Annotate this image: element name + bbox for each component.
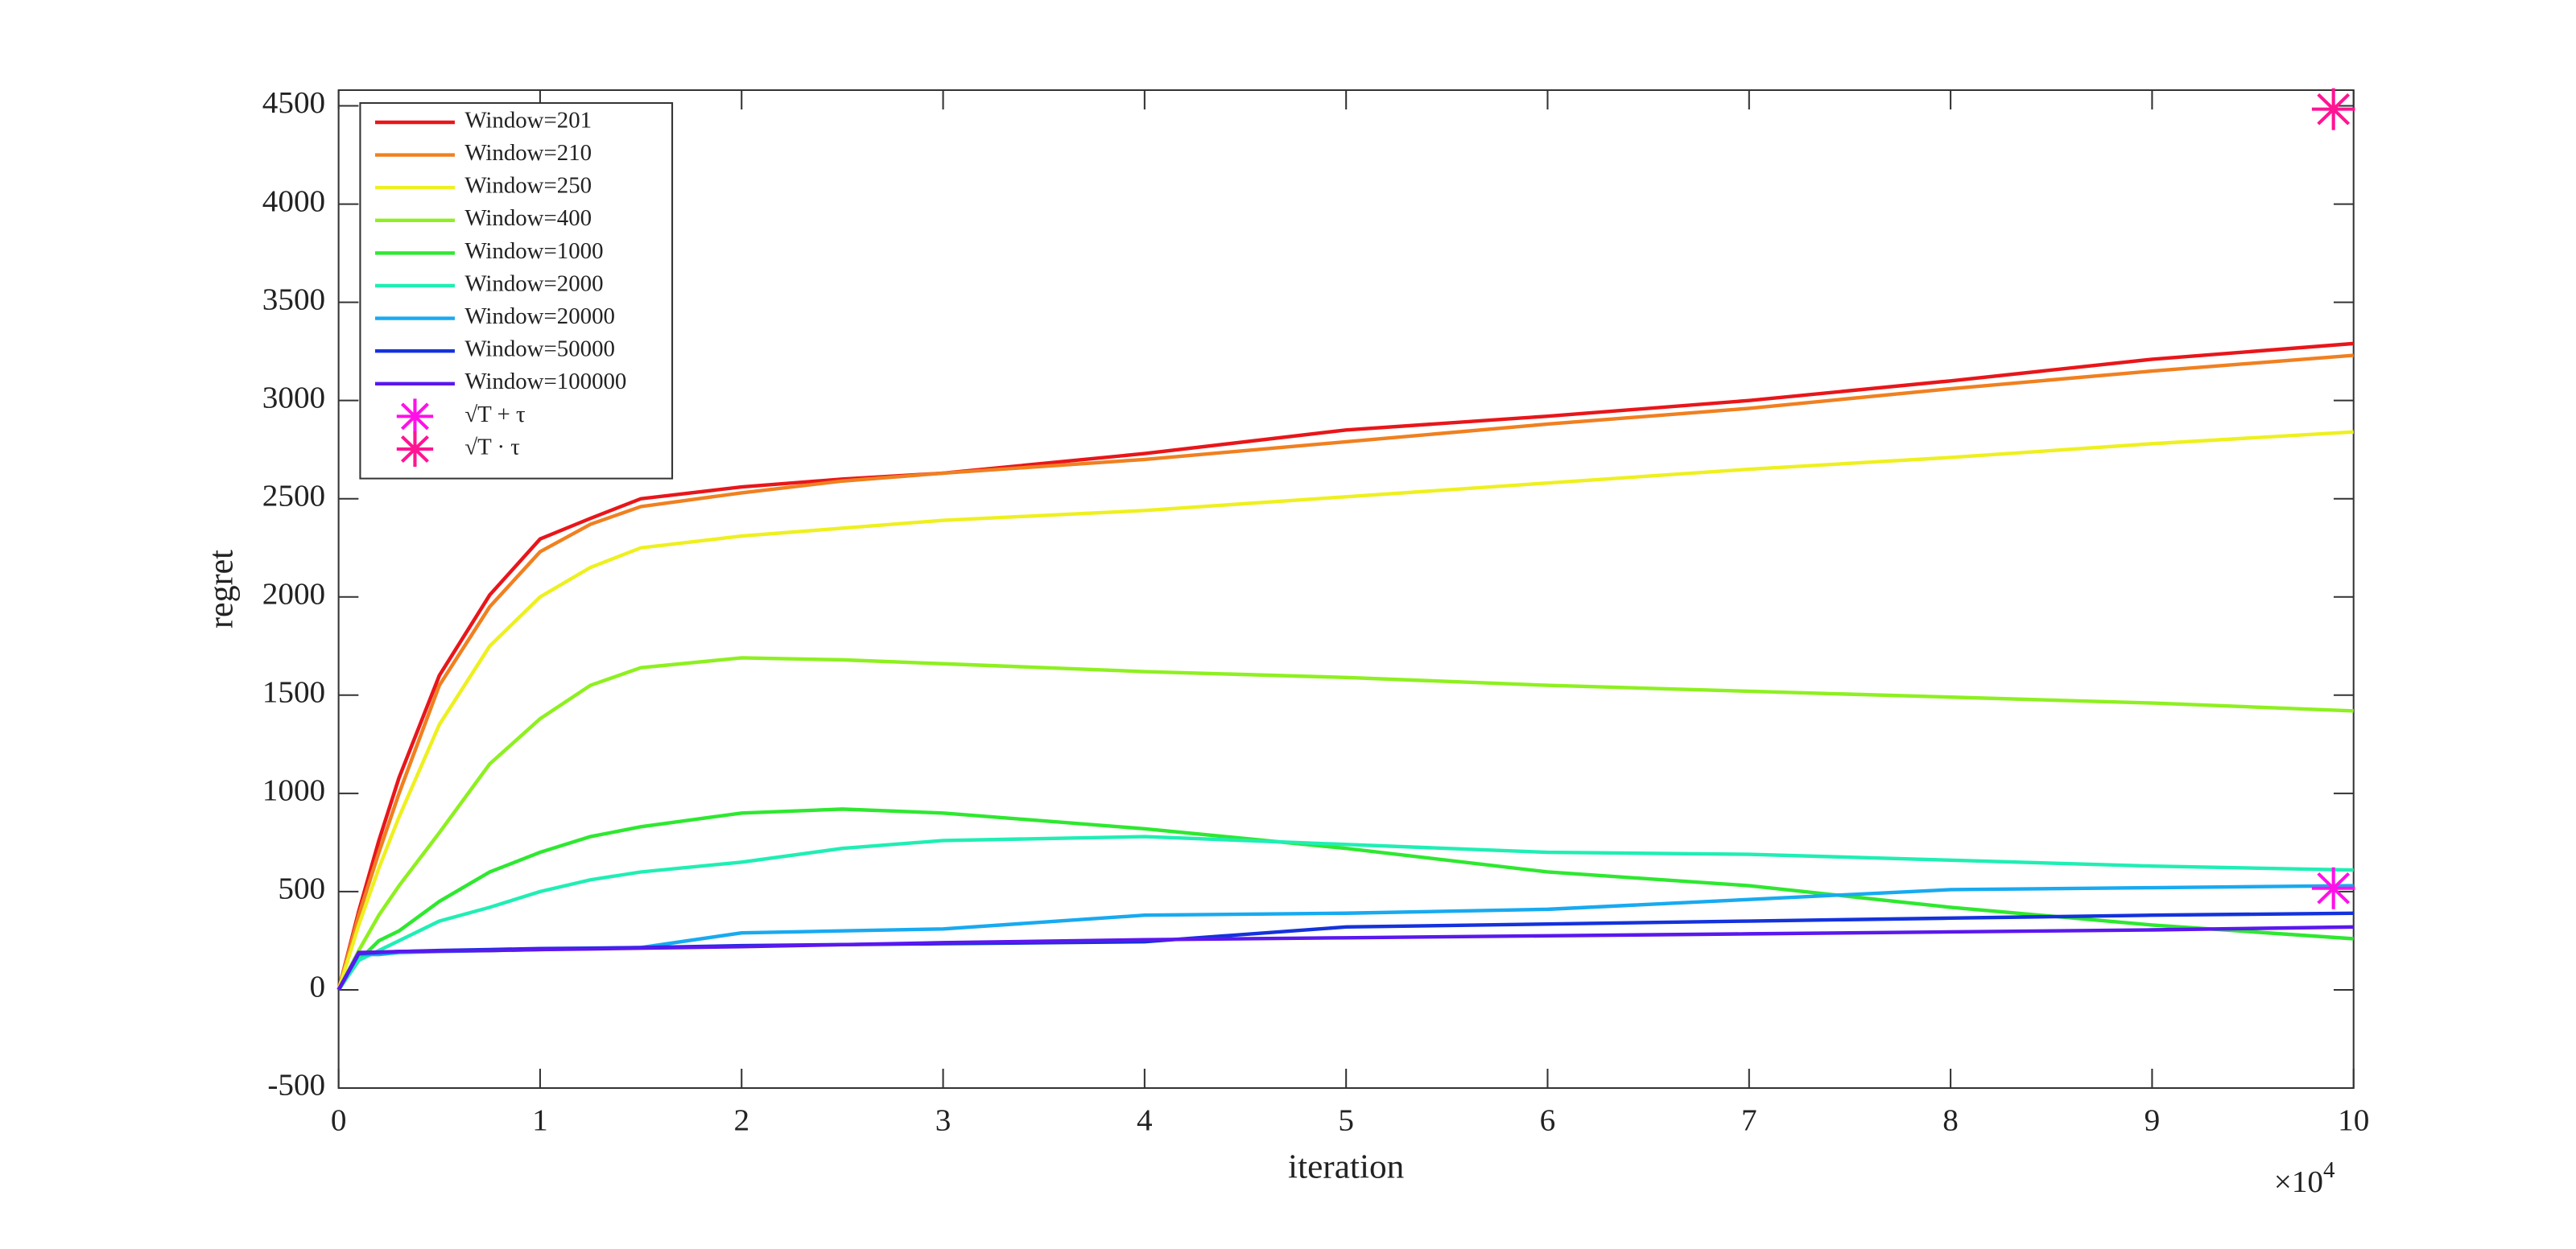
series-line (336, 341, 2354, 991)
legend-label: Window=100000 (464, 370, 626, 395)
legend-label: Window=201 (464, 109, 592, 134)
marker (2311, 867, 2355, 909)
x-tick-label: 6 (1540, 1104, 1556, 1137)
series-line (336, 807, 2354, 991)
y-tick-label: 2500 (262, 480, 325, 513)
y-tick-label: 500 (278, 872, 325, 905)
legend-label: Window=2000 (464, 272, 603, 297)
y-tick-label: -500 (267, 1069, 325, 1102)
x-multiplier-base: ×10 (2274, 1165, 2323, 1198)
x-tick-label: 8 (1942, 1104, 1959, 1137)
y-tick-label: 1500 (262, 676, 325, 709)
legend-label: √T · τ (464, 435, 520, 460)
series-line (336, 353, 2354, 991)
legend-label: Window=1000 (464, 239, 603, 264)
x-tick-label: 2 (733, 1104, 749, 1137)
x-tick-label: 4 (1137, 1104, 1153, 1137)
series-line (336, 835, 2354, 991)
y-tick-label: 0 (310, 971, 326, 1004)
series-line (336, 911, 2354, 991)
legend-swatch (396, 398, 434, 435)
star-stroke (400, 402, 429, 431)
legend-label: Window=210 (464, 141, 592, 166)
star-stroke (2317, 872, 2351, 905)
x-tick-label: 10 (2338, 1104, 2369, 1137)
legend-label: Window=400 (464, 207, 592, 232)
x-tick-label: 9 (2145, 1104, 2161, 1137)
marker (2311, 88, 2355, 130)
y-tick-label: 2000 (262, 578, 325, 611)
x-tick-label: 3 (935, 1104, 952, 1137)
x-tick-label: 1 (532, 1104, 548, 1137)
x-tick-label: 0 (331, 1104, 347, 1137)
y-tick-label: 4000 (262, 185, 325, 218)
y-axis-label: regret (202, 550, 241, 629)
y-tick-label: 3000 (262, 381, 325, 414)
legend-label: Window=50000 (464, 337, 615, 362)
series-line (336, 430, 2354, 991)
series-line (336, 656, 2354, 991)
y-tick-label: 4500 (262, 87, 325, 120)
x-tick-label: 5 (1338, 1104, 1354, 1137)
legend-swatch (396, 431, 434, 467)
y-tick-label: 1000 (262, 774, 325, 807)
x-tick-label: 7 (1741, 1104, 1757, 1137)
y-tick-label: 3500 (262, 283, 325, 316)
legend-label: Window=20000 (464, 304, 615, 329)
x-multiplier: ×104 (2274, 1158, 2335, 1199)
star-stroke (400, 435, 429, 463)
x-axis-label: iteration (1288, 1148, 1404, 1185)
legend-label: √T + τ (464, 402, 525, 427)
x-multiplier-exponent: 4 (2323, 1158, 2334, 1183)
series-line (336, 925, 2354, 991)
star-stroke (2317, 93, 2351, 126)
legend-label: Window=250 (464, 174, 592, 199)
